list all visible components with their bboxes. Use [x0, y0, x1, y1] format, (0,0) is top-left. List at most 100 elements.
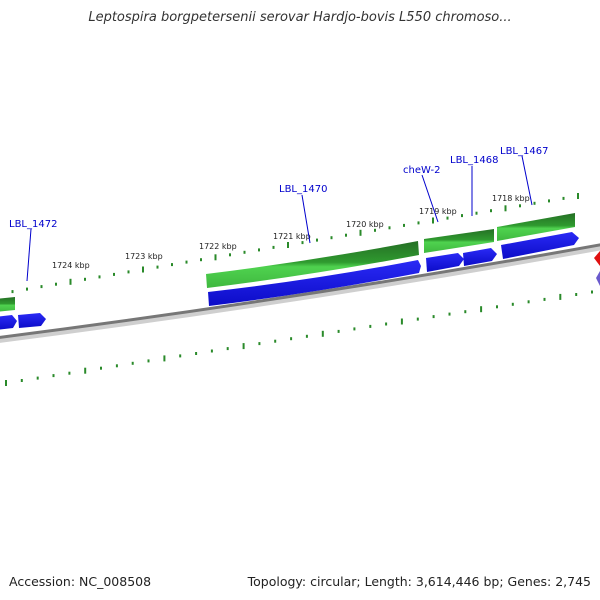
lower-ruler-tick — [20, 379, 23, 382]
gene-arrow-lbl-1468[interactable] — [463, 248, 497, 266]
lower-ruler-tick — [575, 293, 578, 296]
lower-ruler-tick — [321, 330, 324, 337]
upper-ruler-tick — [142, 266, 144, 273]
lower-ruler-tick — [115, 364, 118, 368]
gene-arrow-chew-2[interactable] — [426, 253, 464, 272]
lower-ruler-tick — [226, 347, 229, 351]
upper-ruler-tick — [577, 193, 579, 199]
ruler-label-1720: 1720 kbp — [346, 220, 384, 229]
upper-ruler-tick — [185, 260, 188, 264]
upper-ruler-tick — [403, 223, 405, 227]
lower-ruler-tick — [448, 312, 451, 316]
ruler-label-1722: 1722 kbp — [199, 242, 237, 251]
lower-ruler-tick — [274, 339, 277, 343]
chromosome-backbone-shadow — [0, 245, 600, 343]
lower-ruler-tick — [5, 380, 7, 386]
upper-ruler-tick — [301, 241, 304, 245]
upper-ruler-tick — [519, 204, 521, 208]
upper-ruler-tick — [272, 245, 275, 249]
lower-ruler-tick — [353, 327, 356, 331]
chromosome-backbone — [0, 243, 600, 339]
upper-ruler-tick — [156, 265, 159, 269]
gene-label-lbl-1467[interactable]: LBL_1467 — [500, 146, 548, 157]
cds-feature-lbl-1472[interactable] — [0, 297, 15, 312]
upper-ruler-tick — [200, 258, 202, 262]
lower-ruler-tick — [242, 343, 245, 350]
gene-arrow-lbl-1472a[interactable] — [0, 315, 17, 330]
lower-ruler-tick — [195, 352, 198, 355]
cds-feature-lbl-1468-chew[interactable] — [424, 229, 494, 253]
upper-ruler-tick — [330, 236, 333, 240]
topology-summary-text: Topology: circular; Length: 3,614,446 bp… — [247, 574, 591, 589]
upper-ruler-tick — [55, 282, 57, 286]
lower-ruler-tick — [290, 337, 293, 341]
gene-label-lbl-1472[interactable]: LBL_1472 — [9, 219, 57, 230]
ruler-label-1723: 1723 kbp — [125, 252, 163, 261]
upper-ruler-tick — [214, 254, 217, 261]
cds-track — [0, 213, 575, 312]
lower-ruler-tick — [511, 302, 514, 306]
upper-ruler — [11, 193, 579, 294]
upper-ruler-tick — [562, 196, 565, 200]
leader-chew-2 — [421, 174, 439, 223]
partial-feature-red[interactable] — [594, 251, 600, 266]
lower-ruler-tick — [36, 376, 39, 380]
upper-ruler-tick — [229, 253, 231, 257]
lower-ruler-tick — [432, 315, 435, 319]
upper-ruler-tick — [40, 285, 43, 289]
upper-ruler-tick — [475, 211, 478, 215]
upper-ruler-tick — [287, 242, 289, 248]
upper-ruler-tick — [548, 199, 550, 203]
upper-ruler-tick — [461, 214, 463, 218]
lower-ruler-tick — [131, 361, 134, 365]
lower-ruler-tick — [559, 293, 562, 300]
gene-arrow-lbl-1470[interactable] — [208, 260, 421, 306]
lower-ruler-tick — [480, 306, 483, 313]
lower-ruler-tick — [416, 317, 419, 321]
lower-ruler-tick — [385, 322, 388, 326]
upper-ruler-tick — [432, 217, 434, 224]
upper-ruler-tick — [84, 277, 86, 281]
lower-ruler-tick — [68, 371, 71, 375]
ruler-label-1724: 1724 kbp — [52, 261, 90, 270]
cds-feature-lbl-1467[interactable] — [497, 213, 575, 241]
lower-ruler-tick — [258, 342, 261, 346]
leader-lbl-1467 — [521, 155, 533, 206]
upper-ruler-tick — [69, 278, 72, 285]
lower-ruler-tick — [591, 290, 593, 294]
upper-ruler-tick — [490, 209, 492, 213]
lower-ruler-tick — [210, 349, 213, 353]
upper-ruler-tick — [417, 221, 420, 225]
upper-ruler-tick — [504, 205, 507, 212]
upper-ruler-tick — [98, 275, 101, 279]
lower-ruler-tick — [369, 324, 372, 328]
gene-arrow-lbl-1467[interactable] — [501, 232, 579, 259]
lower-ruler-tick — [496, 305, 498, 309]
ruler-label-1721: 1721 kbp — [273, 232, 311, 241]
map-title: Leptospira borgpetersenii serovar Hardjo… — [88, 10, 512, 25]
partial-feature-purple[interactable] — [596, 271, 600, 286]
upper-ruler-tick — [388, 226, 391, 230]
gene-label-chew-2[interactable]: cheW-2 — [403, 165, 440, 176]
upper-ruler-tick — [345, 233, 347, 237]
lower-ruler-tick — [337, 329, 340, 333]
lower-ruler-tick — [84, 367, 87, 374]
accession-text: Accession: NC_008508 — [9, 574, 152, 589]
gene-label-lbl-1470[interactable]: LBL_1470 — [279, 184, 327, 195]
lower-ruler-tick — [179, 354, 182, 358]
cds-feature-lbl-1470[interactable] — [206, 241, 419, 288]
ruler-label-1719: 1719 kbp — [419, 207, 457, 216]
upper-ruler-tick — [258, 248, 260, 252]
gene-label-lbl-1468[interactable]: LBL_1468 — [450, 155, 498, 166]
gene-track — [0, 232, 579, 330]
lower-ruler-tick — [543, 297, 546, 301]
upper-ruler-tick — [316, 238, 318, 242]
lower-ruler-tick — [464, 310, 467, 314]
gene-arrow-lbl-1472b[interactable] — [18, 313, 46, 328]
lower-ruler-tick — [400, 318, 403, 325]
upper-ruler-tick — [446, 216, 449, 220]
upper-ruler-tick — [127, 270, 130, 274]
upper-ruler-tick — [533, 201, 536, 205]
